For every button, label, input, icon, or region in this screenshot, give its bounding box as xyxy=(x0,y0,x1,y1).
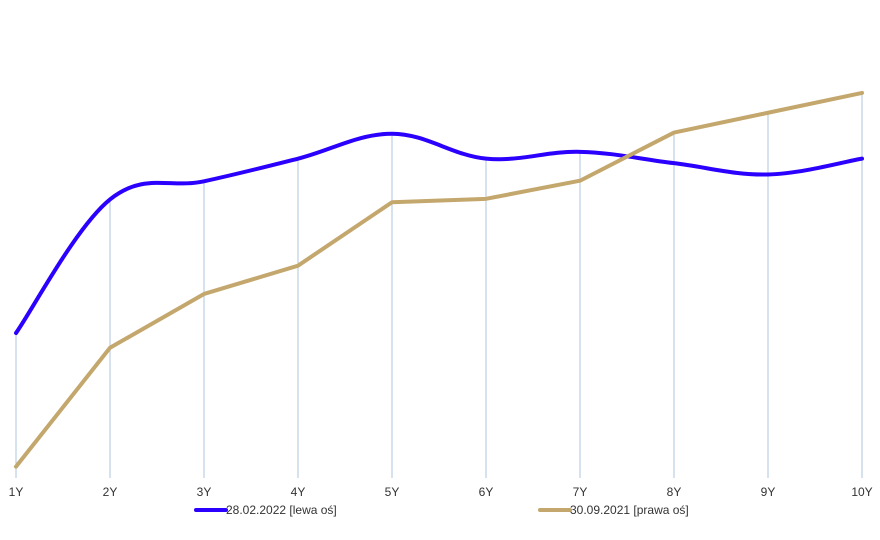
x-axis-tick-labels: 1Y 2Y 3Y 4Y 5Y 6Y 7Y 8Y 9Y 10Y xyxy=(9,485,873,499)
x-tick-label: 2Y xyxy=(103,485,118,499)
x-tick-label: 3Y xyxy=(197,485,212,499)
legend: 28.02.2022 [lewa oś] 30.09.2021 [prawa oś… xyxy=(194,503,689,517)
series-line-1 xyxy=(14,131,864,336)
series-line-2 xyxy=(14,90,864,469)
x-tick-label: 8Y xyxy=(667,485,682,499)
x-tick-label: 9Y xyxy=(761,485,776,499)
series-lines xyxy=(14,90,864,469)
gridlines xyxy=(15,92,863,478)
x-tick-label: 5Y xyxy=(385,485,400,499)
legend-label-2: 30.09.2021 [prawa oś] xyxy=(570,503,689,517)
x-tick-label: 10Y xyxy=(851,485,872,499)
x-tick-label: 4Y xyxy=(291,485,306,499)
x-tick-label: 6Y xyxy=(479,485,494,499)
legend-label-1: 28.02.2022 [lewa oś] xyxy=(226,503,337,517)
x-tick-label: 1Y xyxy=(9,485,24,499)
x-tick-label: 7Y xyxy=(573,485,588,499)
